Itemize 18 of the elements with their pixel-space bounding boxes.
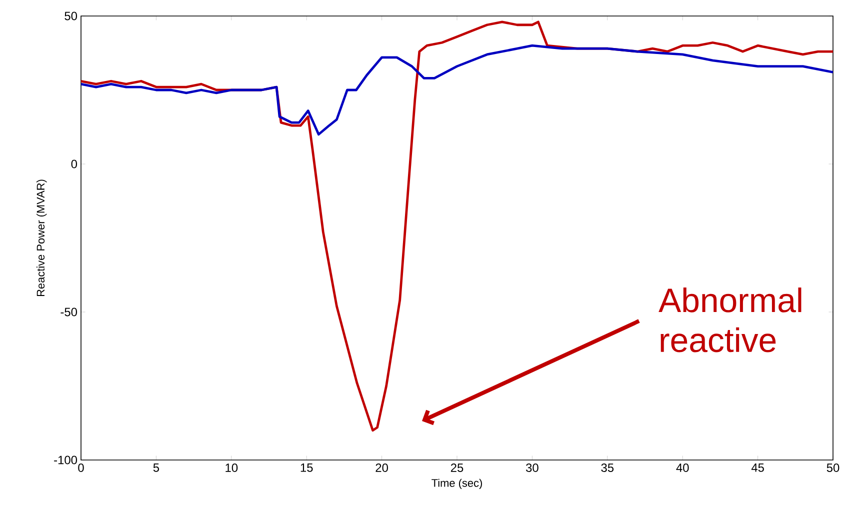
y-tick-label: -50 [60, 308, 78, 316]
x-axis-title: Time (sec) [432, 478, 482, 490]
x-tick-label: 20 [376, 464, 388, 472]
x-tick-label: 50 [826, 464, 840, 472]
x-tick-label: 35 [601, 464, 614, 472]
x-tick-label: 10 [226, 464, 238, 472]
x-tick-label: 40 [676, 464, 689, 472]
y-tick-label: -100 [54, 456, 78, 464]
x-tick-label: 15 [300, 464, 313, 472]
x-tick-label: 25 [450, 464, 464, 472]
y-tick-label: 0 [71, 160, 78, 168]
x-tick-label: 30 [526, 464, 538, 472]
x-tick-label: 5 [153, 464, 160, 472]
annotation: Abnormal reactive [658, 288, 802, 352]
x-tick-label: 0 [78, 464, 84, 472]
x-tick-label: 45 [751, 464, 764, 472]
y-tick-label: 50 [64, 12, 78, 20]
y-axis-title: Reactive Power (MVAR) [36, 180, 47, 296]
